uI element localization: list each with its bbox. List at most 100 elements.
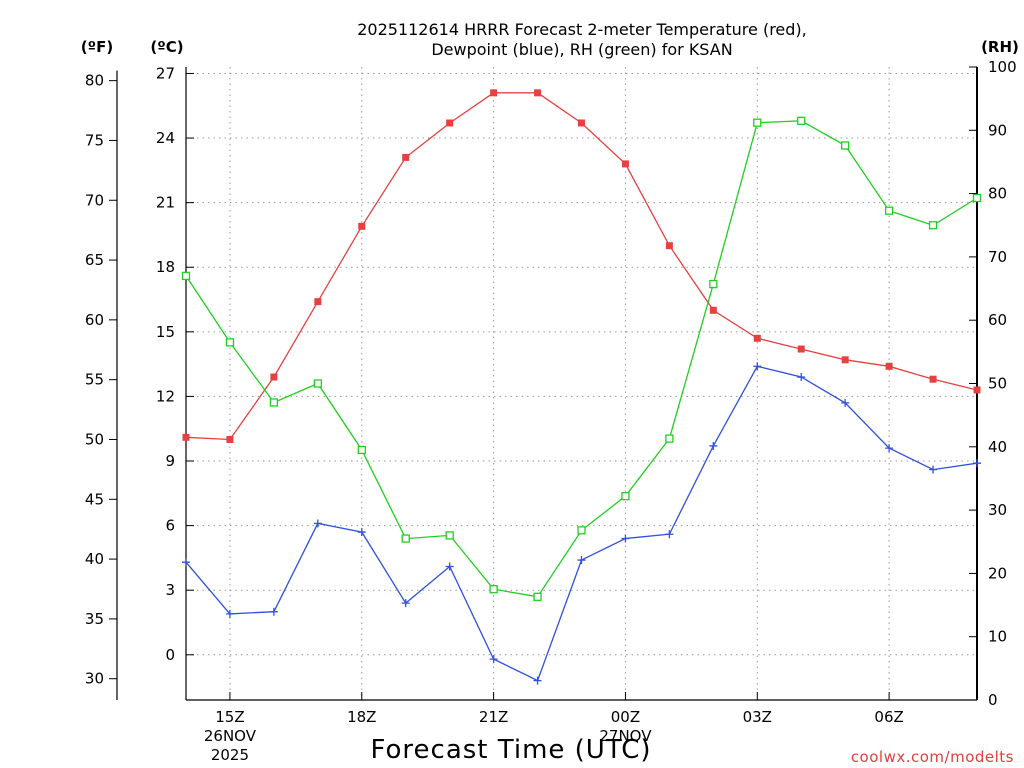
celsius-tick-label: 9	[165, 452, 175, 470]
x-tick-label: 18Z	[347, 708, 376, 726]
dewpoint-marker	[753, 362, 762, 371]
rh-marker	[357, 445, 366, 455]
celsius-tick-label: 27	[156, 64, 175, 82]
rh-tick-label: 100	[988, 58, 1017, 76]
temperature-marker	[929, 375, 937, 383]
credit-label: coolwx.com/modelts	[851, 748, 1014, 766]
rh-tick-label: 70	[988, 248, 1007, 266]
celsius-tick-label: 0	[165, 646, 175, 664]
temperature-marker	[578, 119, 585, 127]
fahrenheit-tick-label: 75	[85, 131, 104, 149]
rh-marker	[225, 338, 235, 347]
temperature-marker	[314, 298, 322, 306]
temperature-marker	[358, 222, 366, 230]
temperature-marker	[841, 356, 849, 364]
celsius-unit-label: (ºC)	[150, 38, 183, 56]
temperature-marker	[446, 119, 454, 127]
rh-marker	[665, 434, 674, 443]
temperature-marker	[621, 160, 629, 168]
x-tick-year: 2025	[211, 746, 249, 764]
rh-marker	[928, 221, 938, 230]
celsius-tick-label: 24	[156, 129, 175, 147]
dewpoint-marker	[269, 607, 278, 616]
temperature-marker	[270, 373, 278, 381]
rh-marker	[797, 116, 806, 125]
temperature-marker	[534, 89, 542, 97]
rh-marker	[884, 206, 894, 215]
rh-tick-label: 20	[988, 564, 1007, 582]
temperature-line	[185, 92, 978, 441]
temperature-marker	[797, 345, 805, 353]
fahrenheit-tick-label: 50	[85, 430, 104, 448]
fahrenheit-tick-label: 55	[85, 371, 104, 389]
dewpoint-marker	[401, 599, 410, 608]
temperature-marker	[182, 433, 190, 441]
rh-tick-label: 60	[988, 311, 1007, 329]
rh-tick-label: 40	[988, 438, 1007, 456]
rh-marker	[753, 118, 762, 127]
fahrenheit-tick-label: 60	[85, 311, 104, 329]
dewpoint-marker	[489, 655, 498, 664]
rh-marker	[269, 398, 279, 407]
dewpoint-marker	[313, 519, 322, 528]
temperature-marker	[402, 153, 410, 161]
rh-tick-label: 0	[988, 691, 998, 709]
fahrenheit-unit-label: (ºF)	[81, 38, 113, 56]
celsius-tick-label: 12	[156, 387, 175, 405]
dewpoint-marker	[929, 465, 938, 474]
plot-frame	[116, 67, 978, 701]
rh-marker	[841, 141, 850, 150]
x-tick-label: 03Z	[743, 708, 772, 726]
x-tick-label: 15Z	[215, 708, 244, 726]
celsius-tick-label: 18	[156, 258, 175, 276]
temperature-marker	[885, 362, 893, 370]
temperature-marker	[709, 306, 717, 314]
dewpoint-line	[185, 365, 978, 682]
temperature-marker	[665, 242, 673, 250]
grid-lines	[186, 67, 977, 700]
dewpoint-marker	[357, 528, 366, 537]
fahrenheit-tick-label: 45	[85, 490, 104, 508]
dewpoint-marker	[621, 534, 630, 543]
dewpoint-marker	[885, 444, 894, 453]
fahrenheit-tick-label: 65	[85, 251, 104, 269]
celsius-tick-label: 6	[165, 517, 175, 535]
rh-tick-label: 80	[988, 185, 1007, 203]
fahrenheit-tick-label: 80	[85, 72, 104, 90]
rh-marker	[709, 279, 718, 289]
dewpoint-marker	[533, 676, 542, 685]
fahrenheit-tick-label: 30	[85, 670, 104, 688]
fahrenheit-tick-label: 40	[85, 550, 104, 568]
x-axis-title: Forecast Time (UTC)	[370, 735, 651, 765]
rh-marker	[577, 526, 586, 535]
dewpoint-marker	[225, 609, 234, 618]
rh-marker	[401, 534, 410, 543]
rh-marker	[533, 592, 542, 601]
rh-tick-label: 30	[988, 501, 1007, 519]
temperature-marker	[973, 386, 981, 394]
dewpoint-marker	[182, 558, 190, 567]
x-tick-label: 00Z	[611, 708, 640, 726]
rh-marker	[313, 379, 322, 388]
dewpoint-marker	[709, 441, 718, 450]
rh-marker	[445, 531, 454, 540]
rh-tick-label: 10	[988, 628, 1007, 646]
temperature-marker	[226, 435, 234, 443]
rh-marker	[972, 193, 982, 203]
fahrenheit-tick-label: 70	[85, 191, 104, 209]
dewpoint-marker	[841, 398, 850, 407]
dewpoint-marker	[577, 556, 586, 565]
dewpoint-marker	[973, 459, 981, 468]
rh-marker	[489, 585, 498, 594]
fahrenheit-tick-label: 35	[85, 610, 104, 628]
temperature-marker	[490, 89, 498, 97]
rh-tick-label: 50	[988, 375, 1007, 393]
rh-tick-label: 90	[988, 121, 1007, 139]
x-tick-date: 27NOV	[599, 727, 652, 745]
chart-title-line-2: Dewpoint (blue), RH (green) for KSAN	[431, 40, 732, 59]
x-tick-label: 21Z	[479, 708, 508, 726]
dewpoint-marker	[797, 373, 806, 382]
temperature-marker	[753, 334, 761, 342]
